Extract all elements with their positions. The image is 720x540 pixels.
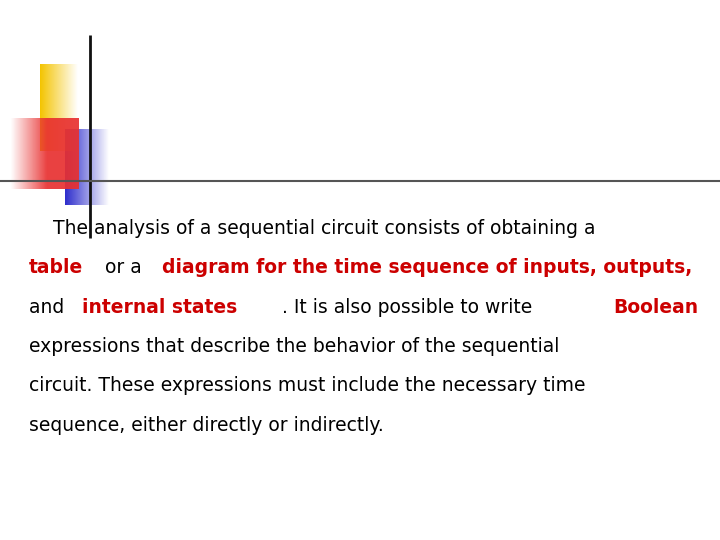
- Text: and: and: [29, 298, 70, 316]
- Text: . It is also possible to write: . It is also possible to write: [282, 298, 539, 316]
- Text: or a: or a: [99, 258, 148, 277]
- Text: circuit. These expressions must include the necessary time: circuit. These expressions must include …: [29, 376, 585, 395]
- Text: diagram for the time sequence of inputs, outputs,: diagram for the time sequence of inputs,…: [162, 258, 692, 277]
- Text: The analysis of a sequential circuit consists of obtaining a: The analysis of a sequential circuit con…: [29, 219, 595, 238]
- Text: Boolean: Boolean: [613, 298, 698, 316]
- Text: internal states: internal states: [82, 298, 238, 316]
- Text: table: table: [29, 258, 83, 277]
- Text: expressions that describe the behavior of the sequential: expressions that describe the behavior o…: [29, 337, 559, 356]
- Text: sequence, either directly or indirectly.: sequence, either directly or indirectly.: [29, 416, 384, 435]
